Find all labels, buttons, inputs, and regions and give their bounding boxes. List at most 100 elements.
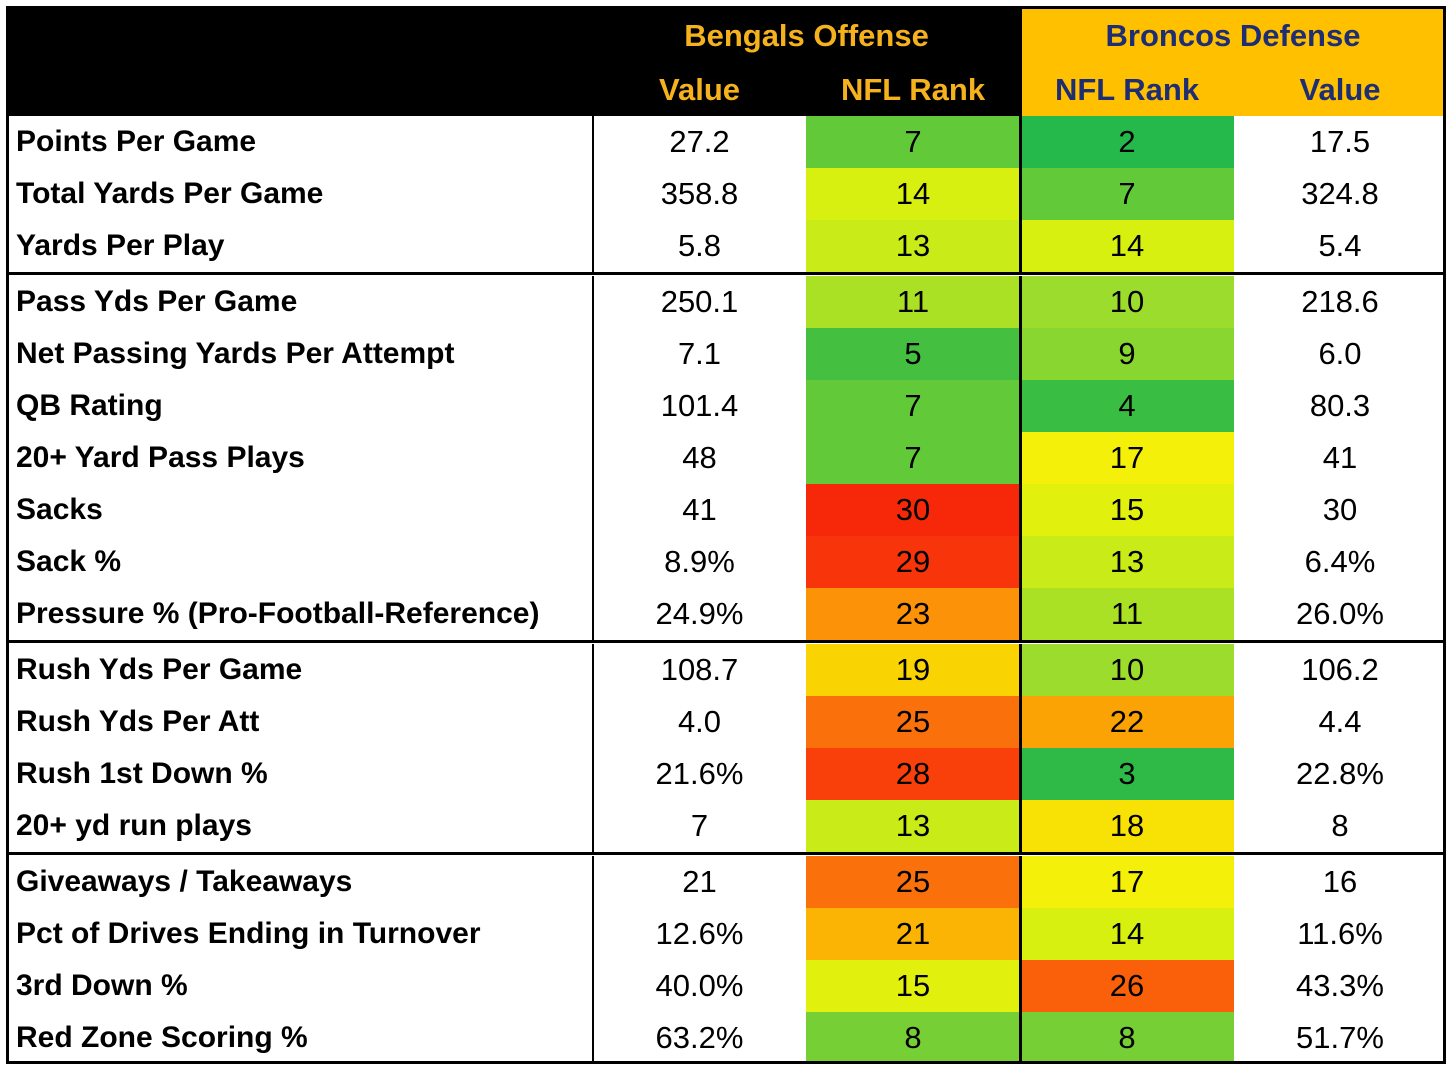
offense-rank: 29 — [806, 536, 1020, 588]
defense-rank: 9 — [1020, 328, 1234, 380]
offense-value: 108.7 — [660, 652, 739, 687]
stat-label: Pct of Drives Ending in Turnover — [16, 917, 481, 950]
column-divider-center — [1019, 644, 1022, 852]
stats-comparison-table: Bengals Offense Broncos Defense Value NF… — [6, 6, 1446, 1064]
offense-value: 5.8 — [677, 228, 722, 263]
defense-value: 41 — [1322, 440, 1358, 475]
offense-value: 21 — [682, 864, 717, 899]
offense-value: 63.2% — [655, 1020, 744, 1055]
offense-value: 8.9% — [664, 544, 735, 579]
group-divider — [6, 852, 1446, 855]
defense-rank: 13 — [1020, 536, 1234, 588]
column-divider-center — [1019, 856, 1022, 1064]
stat-label: Yards Per Play — [16, 229, 225, 262]
defense-value: 80.3 — [1309, 388, 1371, 423]
column-divider — [592, 116, 594, 272]
offense-rank: 30 — [806, 484, 1020, 536]
offense-rank: 28 — [806, 748, 1020, 800]
defense-rank: 3 — [1020, 748, 1234, 800]
defense-value: 17.5 — [1309, 124, 1371, 159]
stat-label: 20+ Yard Pass Plays — [16, 441, 305, 474]
stat-label: Net Passing Yards Per Attempt — [16, 337, 455, 370]
offense-value-header: Value — [659, 72, 740, 107]
offense-value: 40.0% — [655, 968, 744, 1003]
offense-value: 7 — [690, 808, 709, 843]
offense-rank: 15 — [806, 960, 1020, 1012]
offense-rank-header: NFL Rank — [840, 72, 986, 107]
defense-rank: 22 — [1020, 696, 1234, 748]
offense-value: 21.6% — [655, 756, 744, 791]
column-divider-center — [1019, 116, 1022, 272]
defense-rank: 17 — [1020, 856, 1234, 908]
offense-rank: 21 — [806, 908, 1020, 960]
offense-rank: 7 — [806, 432, 1020, 484]
group-divider — [6, 640, 1446, 643]
column-divider — [592, 856, 594, 1064]
defense-rank: 18 — [1020, 800, 1234, 852]
defense-value: 6.4% — [1304, 544, 1376, 579]
stat-label: Giveaways / Takeaways — [16, 865, 353, 898]
defense-value: 16 — [1322, 864, 1358, 899]
offense-value: 48 — [682, 440, 717, 475]
column-divider — [592, 644, 594, 852]
column-divider-center — [1019, 276, 1022, 640]
offense-value: 358.8 — [660, 176, 739, 211]
offense-rank: 14 — [806, 168, 1020, 220]
defense-value: 6.0 — [1318, 336, 1362, 371]
defense-header-band — [1020, 6, 1446, 116]
offense-value: 250.1 — [660, 284, 739, 319]
defense-value: 43.3% — [1296, 968, 1384, 1003]
stat-label: Rush Yds Per Game — [16, 653, 303, 686]
stat-label: 20+ yd run plays — [16, 809, 252, 842]
defense-value: 218.6 — [1301, 284, 1379, 319]
defense-rank: 11 — [1020, 588, 1234, 640]
offense-rank: 23 — [806, 588, 1020, 640]
offense-value: 101.4 — [660, 388, 739, 423]
stat-label: Red Zone Scoring % — [16, 1021, 308, 1054]
defense-rank: 4 — [1020, 380, 1234, 432]
stat-label: Total Yards Per Game — [16, 177, 324, 210]
defense-value: 4.4 — [1318, 704, 1362, 739]
defense-value: 11.6% — [1297, 916, 1383, 951]
offense-value: 41 — [682, 492, 717, 527]
defense-rank: 7 — [1020, 168, 1234, 220]
defense-value: 51.7% — [1296, 1020, 1384, 1055]
offense-rank: 11 — [806, 276, 1020, 328]
defense-rank: 26 — [1020, 960, 1234, 1012]
offense-rank: 5 — [806, 328, 1020, 380]
offense-rank: 8 — [806, 1012, 1020, 1064]
offense-rank: 7 — [806, 116, 1020, 168]
stat-label: Sack % — [16, 545, 122, 578]
offense-rank: 19 — [806, 644, 1020, 696]
stat-label: Pass Yds Per Game — [16, 285, 298, 318]
defense-rank: 14 — [1020, 220, 1234, 272]
offense-title: Bengals Offense — [684, 18, 929, 53]
offense-value: 7.1 — [677, 336, 722, 371]
defense-value-header: Value — [1299, 72, 1381, 107]
column-divider — [592, 276, 594, 640]
offense-value: 27.2 — [669, 124, 730, 159]
defense-value: 5.4 — [1318, 228, 1362, 263]
offense-rank: 25 — [806, 856, 1020, 908]
stat-label: Points Per Game — [16, 125, 257, 158]
defense-value: 22.8% — [1296, 756, 1384, 791]
column-divider-center — [1019, 6, 1022, 116]
defense-title: Broncos Defense — [1105, 18, 1361, 53]
defense-value: 26.0% — [1296, 596, 1384, 631]
group-divider — [6, 272, 1446, 275]
offense-rank: 13 — [806, 800, 1020, 852]
stat-label: Rush Yds Per Att — [16, 705, 260, 738]
defense-value: 30 — [1322, 492, 1358, 527]
offense-value: 12.6% — [655, 916, 744, 951]
stat-label: 3rd Down % — [16, 969, 188, 1002]
stat-label: QB Rating — [16, 389, 163, 422]
stat-label: Pressure % (Pro-Football-Reference) — [16, 597, 540, 630]
defense-rank: 14 — [1020, 908, 1234, 960]
defense-rank: 8 — [1020, 1012, 1234, 1064]
defense-value: 8 — [1331, 808, 1349, 843]
defense-rank: 10 — [1020, 276, 1234, 328]
defense-rank: 10 — [1020, 644, 1234, 696]
defense-rank: 2 — [1020, 116, 1234, 168]
defense-rank: 17 — [1020, 432, 1234, 484]
offense-rank: 7 — [806, 380, 1020, 432]
